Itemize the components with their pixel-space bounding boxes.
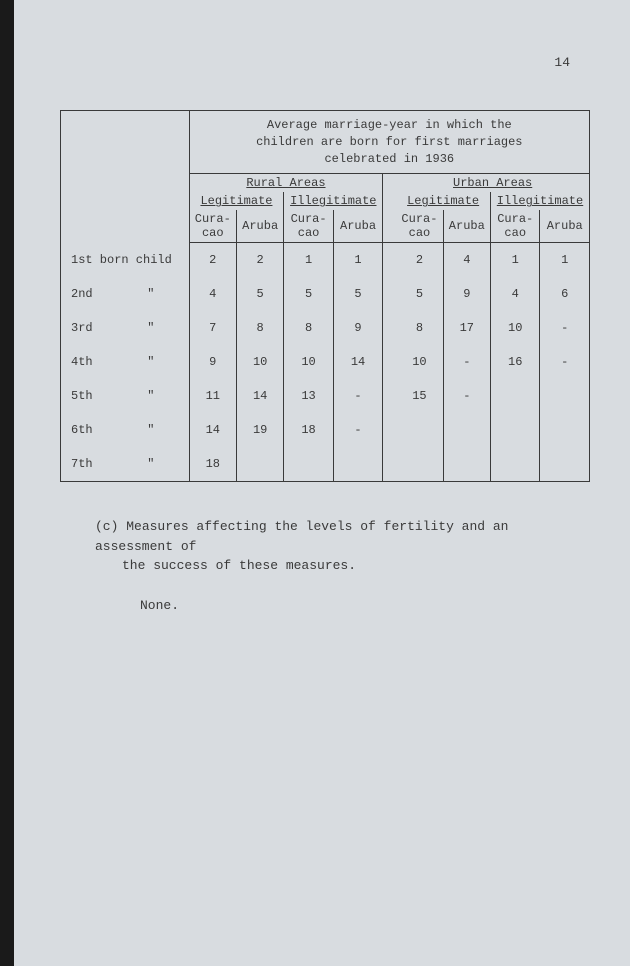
data-cell: 9 (443, 277, 490, 311)
data-cell: 5 (396, 277, 443, 311)
data-cell: 5 (333, 277, 382, 311)
data-cell: 14 (236, 379, 283, 413)
data-cell (491, 379, 540, 413)
header-line-2: children are born for first marriages (256, 135, 522, 149)
data-cell: 14 (333, 345, 382, 379)
data-cell: 4 (491, 277, 540, 311)
data-cell: 9 (189, 345, 236, 379)
data-cell: 8 (236, 311, 283, 345)
data-cell: 18 (189, 447, 236, 481)
data-cell (540, 447, 589, 481)
data-cell: 10 (284, 345, 333, 379)
sub-header: Cura-cao (189, 210, 236, 243)
header-line-3: celebrated in 1936 (324, 152, 454, 166)
legitimacy-header: Legitimate (189, 192, 284, 210)
section-c-answer: None. (80, 596, 590, 616)
data-cell (396, 447, 443, 481)
data-cell: 8 (284, 311, 333, 345)
data-cell: - (443, 345, 490, 379)
data-cell: 15 (396, 379, 443, 413)
sub-header: Cura-cao (491, 210, 540, 243)
data-cell: 7 (189, 311, 236, 345)
data-cell (491, 413, 540, 447)
data-cell (333, 447, 382, 481)
sub-header: Cura-cao (284, 210, 333, 243)
table-row: 4th " 9 10 10 14 10 - 16 - (61, 345, 589, 379)
row-label: 4th " (61, 345, 189, 379)
area-header-rural: Rural Areas (189, 174, 383, 193)
legitimacy-header: Illegitimate (491, 192, 590, 210)
data-cell: - (540, 345, 589, 379)
data-cell: 1 (284, 243, 333, 278)
data-cell (443, 447, 490, 481)
row-label: 6th " (61, 413, 189, 447)
data-cell (284, 447, 333, 481)
data-cell (540, 413, 589, 447)
sub-header: Aruba (443, 210, 490, 243)
table-row: 2nd " 4 5 5 5 5 9 4 6 (61, 277, 589, 311)
data-cell: 17 (443, 311, 490, 345)
data-cell: - (333, 413, 382, 447)
data-cell: 2 (189, 243, 236, 278)
data-cell: 4 (189, 277, 236, 311)
section-c-text-1: Measures affecting the levels of fertili… (95, 519, 508, 554)
data-cell: 14 (189, 413, 236, 447)
table-main-header: Average marriage-year in which the child… (189, 111, 589, 174)
area-header-urban: Urban Areas (396, 174, 589, 193)
row-label: 1st born child (61, 243, 189, 278)
legitimacy-header: Illegitimate (284, 192, 383, 210)
data-cell (396, 413, 443, 447)
header-line-1: Average marriage-year in which the (267, 118, 512, 132)
data-cell (443, 413, 490, 447)
table-row: 7th " 18 (61, 447, 589, 481)
data-cell: - (443, 379, 490, 413)
data-cell: - (333, 379, 382, 413)
data-cell: 11 (189, 379, 236, 413)
data-cell: 18 (284, 413, 333, 447)
sub-header: Cura-cao (396, 210, 443, 243)
data-cell: 8 (396, 311, 443, 345)
data-cell: 1 (491, 243, 540, 278)
section-c: (c) Measures affecting the levels of fer… (60, 517, 590, 615)
data-cell: 2 (396, 243, 443, 278)
data-cell: 4 (443, 243, 490, 278)
data-cell: 1 (540, 243, 589, 278)
data-cell: 13 (284, 379, 333, 413)
data-cell: 5 (284, 277, 333, 311)
table-row: 6th " 14 19 18 - (61, 413, 589, 447)
row-label: 5th " (61, 379, 189, 413)
section-c-label: (c) (95, 519, 118, 534)
data-cell: 6 (540, 277, 589, 311)
data-cell: 9 (333, 311, 382, 345)
data-cell: 10 (491, 311, 540, 345)
sub-header: Aruba (540, 210, 589, 243)
data-cell: 10 (396, 345, 443, 379)
table-row: 1st born child 2 2 1 1 2 4 1 1 (61, 243, 589, 278)
section-c-text-2: the success of these measures. (122, 558, 356, 573)
data-cell: - (540, 311, 589, 345)
data-cell: 2 (236, 243, 283, 278)
sub-header: Aruba (236, 210, 283, 243)
data-cell (236, 447, 283, 481)
sub-header: Aruba (333, 210, 382, 243)
data-cell (540, 379, 589, 413)
table-row: 3rd " 7 8 8 9 8 17 10 - (61, 311, 589, 345)
row-label: 7th " (61, 447, 189, 481)
page-number: 14 (60, 55, 590, 70)
row-label: 2nd " (61, 277, 189, 311)
data-cell: 10 (236, 345, 283, 379)
legitimacy-header: Legitimate (396, 192, 490, 210)
data-cell: 16 (491, 345, 540, 379)
row-label: 3rd " (61, 311, 189, 345)
data-cell: 5 (236, 277, 283, 311)
data-cell (491, 447, 540, 481)
table-row: 5th " 11 14 13 - 15 - (61, 379, 589, 413)
data-cell: 1 (333, 243, 382, 278)
marriage-year-table: Average marriage-year in which the child… (60, 110, 590, 482)
data-cell: 19 (236, 413, 283, 447)
